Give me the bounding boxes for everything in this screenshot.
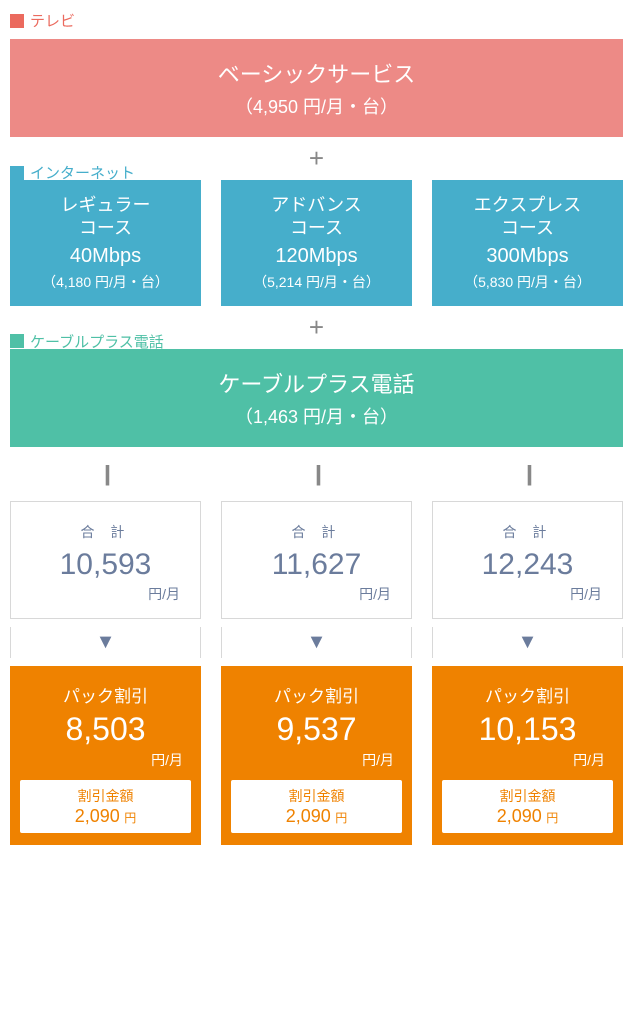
internet-plan-advance: アドバンスコース 120Mbps （5,214 円/月・台）	[221, 180, 412, 306]
yen-unit: 円	[124, 811, 136, 825]
pack-unit: 円/月	[442, 750, 613, 770]
result-card-1: 合 計 10,593 円/月 ▼ パック割引 8,503 円/月 割引金額 2,…	[10, 501, 201, 845]
equals-icon: ||	[432, 461, 623, 487]
plan-name2: コース	[501, 218, 554, 238]
sum-unit: 円/月	[441, 584, 614, 604]
tv-service-price: （4,950 円/月・台）	[10, 93, 623, 119]
tv-section-label: テレビ	[10, 10, 623, 31]
down-arrow-icon: ▼	[221, 627, 412, 658]
sum-label: 合 計	[19, 522, 192, 542]
plan-speed: 40Mbps	[16, 245, 195, 268]
result-card-3: 合 計 12,243 円/月 ▼ パック割引 10,153 円/月 割引金額 2…	[432, 501, 623, 845]
internet-plan-express: エクスプレスコース 300Mbps （5,830 円/月・台）	[432, 180, 623, 306]
phone-section-label: ケーブルプラス電話	[10, 331, 623, 352]
discount-amount: 2,090	[286, 806, 331, 826]
plan-price: （5,214 円/月・台）	[227, 272, 406, 292]
tv-label-text: テレビ	[30, 10, 75, 31]
phone-service-box: ケーブルプラス電話 （1,463 円/月・台）	[10, 349, 623, 447]
discount-box: 割引金額 2,090 円	[20, 780, 191, 833]
discount-label: 割引金額	[24, 786, 187, 806]
pack-box: パック割引 8,503 円/月 割引金額 2,090 円	[10, 666, 201, 845]
discount-amount: 2,090	[497, 806, 542, 826]
internet-plan-regular: レギュラーコース 40Mbps （4,180 円/月・台）	[10, 180, 201, 306]
phone-label-text: ケーブルプラス電話	[30, 331, 164, 352]
sum-box: 合 計 11,627 円/月	[221, 501, 412, 619]
sum-unit: 円/月	[230, 584, 403, 604]
tv-square-icon	[10, 14, 24, 28]
pack-label: パック割引	[231, 682, 402, 707]
sum-box: 合 計 10,593 円/月	[10, 501, 201, 619]
plan-name: アドバンス	[271, 195, 362, 215]
pack-label: パック割引	[442, 682, 613, 707]
sum-price: 12,243	[441, 548, 614, 582]
phone-square-icon	[10, 334, 24, 348]
pack-label: パック割引	[20, 682, 191, 707]
yen-unit: 円	[335, 811, 347, 825]
plan-speed: 120Mbps	[227, 245, 406, 268]
pack-price: 10,153	[442, 711, 613, 748]
tv-service-title: ベーシックサービス	[10, 57, 623, 89]
internet-section-label: インターネット	[10, 162, 623, 183]
yen-unit: 円	[546, 811, 558, 825]
result-card-2: 合 計 11,627 円/月 ▼ パック割引 9,537 円/月 割引金額 2,…	[221, 501, 412, 845]
down-arrow-icon: ▼	[10, 627, 201, 658]
pack-price: 9,537	[231, 711, 402, 748]
sum-unit: 円/月	[19, 584, 192, 604]
equals-icon: ||	[221, 461, 412, 487]
pack-unit: 円/月	[20, 750, 191, 770]
discount-box: 割引金額 2,090 円	[231, 780, 402, 833]
equals-row: || || ||	[10, 461, 623, 487]
sum-label: 合 計	[230, 522, 403, 542]
plan-price: （4,180 円/月・台）	[16, 272, 195, 292]
sum-box: 合 計 12,243 円/月	[432, 501, 623, 619]
sum-price: 11,627	[230, 548, 403, 582]
tv-service-box: ベーシックサービス （4,950 円/月・台）	[10, 39, 623, 137]
sum-label: 合 計	[441, 522, 614, 542]
internet-label-text: インターネット	[30, 162, 135, 183]
down-arrow-icon: ▼	[432, 627, 623, 658]
pack-box: パック割引 9,537 円/月 割引金額 2,090 円	[221, 666, 412, 845]
discount-label: 割引金額	[446, 786, 609, 806]
results-row: 合 計 10,593 円/月 ▼ パック割引 8,503 円/月 割引金額 2,…	[10, 501, 623, 845]
equals-icon: ||	[10, 461, 201, 487]
plan-name2: コース	[79, 218, 132, 238]
internet-square-icon	[10, 166, 24, 180]
discount-box: 割引金額 2,090 円	[442, 780, 613, 833]
plan-speed: 300Mbps	[438, 245, 617, 268]
phone-service-title: ケーブルプラス電話	[10, 367, 623, 399]
plan-name: レギュラー	[61, 195, 151, 215]
discount-label: 割引金額	[235, 786, 398, 806]
plan-name2: コース	[290, 218, 343, 238]
plan-price: （5,830 円/月・台）	[438, 272, 617, 292]
phone-service-price: （1,463 円/月・台）	[10, 403, 623, 429]
sum-price: 10,593	[19, 548, 192, 582]
discount-amount: 2,090	[75, 806, 120, 826]
internet-plans-row: レギュラーコース 40Mbps （4,180 円/月・台） アドバンスコース 1…	[10, 180, 623, 306]
plan-name: エクスプレス	[474, 195, 581, 215]
pack-price: 8,503	[20, 711, 191, 748]
pack-box: パック割引 10,153 円/月 割引金額 2,090 円	[432, 666, 623, 845]
pack-unit: 円/月	[231, 750, 402, 770]
